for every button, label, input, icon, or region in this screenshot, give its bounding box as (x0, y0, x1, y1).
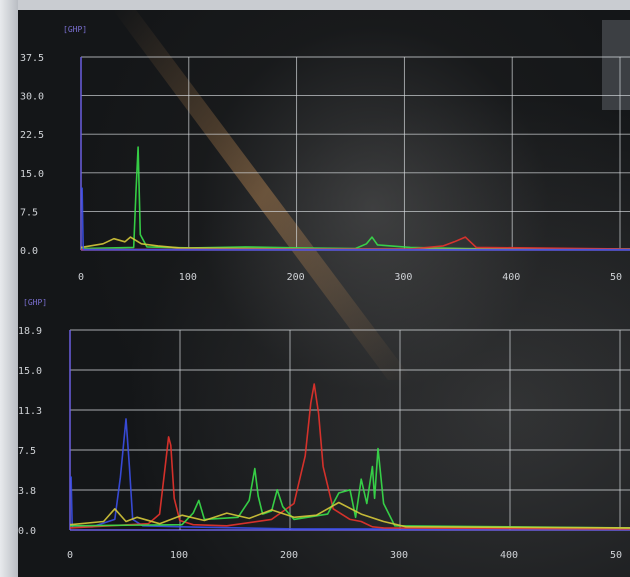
x-tick-label: 300 (394, 272, 412, 283)
spectrum-plots: 37.5 30.0 22.5 15.0 7.5 0.0 0 100 200 300 400 50 [GH… (18, 25, 630, 561)
y-tick-label: 22.5 (20, 130, 44, 141)
series-yellow (69, 501, 630, 529)
monitor-bezel-left (0, 0, 18, 577)
lower-chart: 18.9 15.0 11.3 7.5 3.8 0.0 0 100 200 300 400 50 [GHP… (18, 298, 630, 561)
x-tick-label: 0 (78, 272, 84, 283)
y-tick-label: 7.5 (20, 207, 38, 218)
oscilloscope-screen: 37.5 30.0 22.5 15.0 7.5 0.0 0 100 200 300 400 50 [GH… (18, 10, 630, 577)
y-tick-label: 37.5 (20, 53, 44, 64)
x-tick-label: 400 (502, 272, 520, 283)
y-tick-label: 11.3 (18, 406, 42, 417)
y-tick-label: 18.9 (18, 326, 42, 337)
y-tick-label: 0.0 (20, 246, 38, 257)
screen-corner-panel (602, 20, 630, 110)
series-blue (81, 187, 630, 251)
series-green (80, 146, 630, 250)
y-tick-label: 15.0 (18, 366, 42, 377)
x-tick-label: 0 (67, 550, 73, 561)
y-tick-label: 7.5 (18, 446, 36, 457)
monitor-bezel-top (0, 0, 630, 10)
x-tick-label: 200 (280, 550, 298, 561)
x-tick-label: 200 (287, 272, 305, 283)
series-red (69, 383, 630, 530)
x-tick-label: 50 (610, 272, 622, 283)
upper-chart: 37.5 30.0 22.5 15.0 7.5 0.0 0 100 200 300 400 50 [GH… (20, 25, 630, 283)
series-blue (70, 418, 630, 530)
series-green (69, 447, 630, 529)
x-tick-label: 100 (170, 550, 188, 561)
y-tick-label: 0.0 (18, 526, 36, 537)
y-tick-label: 30.0 (20, 92, 44, 103)
x-tick-label: 100 (179, 272, 197, 283)
unit-label: [GHP] (63, 25, 87, 34)
y-tick-label: 15.0 (20, 169, 44, 180)
y-tick-label: 3.8 (18, 486, 36, 497)
x-tick-label: 400 (500, 550, 518, 561)
unit-label: [GHP] (23, 298, 47, 307)
series-yellow (80, 236, 630, 250)
x-tick-label: 50 (610, 550, 622, 561)
x-tick-label: 300 (390, 550, 408, 561)
